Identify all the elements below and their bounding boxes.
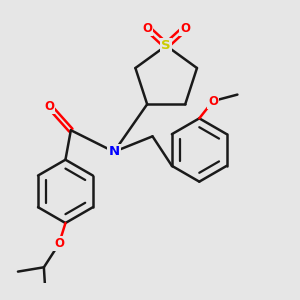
Text: O: O — [54, 237, 64, 250]
Text: O: O — [208, 94, 218, 108]
Text: N: N — [109, 145, 120, 158]
Text: O: O — [142, 22, 152, 35]
Text: O: O — [44, 100, 54, 112]
Text: O: O — [180, 22, 190, 35]
Text: S: S — [161, 39, 171, 52]
